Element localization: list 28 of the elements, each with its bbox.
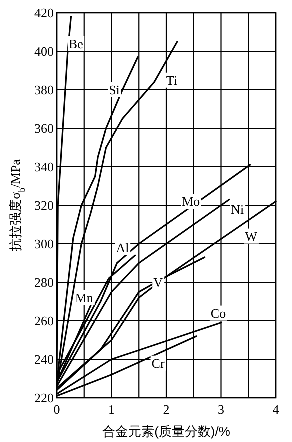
x-tick-label: 4	[272, 402, 280, 417]
y-tick-label: 320	[34, 198, 54, 213]
annotation: Si	[109, 82, 120, 98]
x-axis-title: 合金元素(质量分数)/%	[102, 424, 231, 439]
annotation: Co	[210, 306, 226, 321]
x-tick-label: 2	[163, 402, 170, 417]
y-tick-label: 420	[34, 6, 54, 20]
annotation: Cr	[152, 356, 166, 371]
y-tick-label: 280	[34, 275, 54, 290]
x-tick-label: 1	[108, 402, 115, 417]
annotation: Al	[116, 240, 130, 256]
annotation: Mo	[182, 194, 200, 210]
x-tick-label: 3	[218, 402, 224, 417]
annotation: W	[245, 228, 258, 244]
annotation: Ni	[231, 202, 245, 217]
y-tick-label: 360	[34, 121, 54, 136]
y-tick-label: 260	[34, 314, 54, 328]
y-tick-label: 240	[34, 352, 54, 367]
x-tick-label: 0	[54, 402, 60, 417]
annotation: Be	[68, 36, 84, 52]
y-tick-label: 220	[34, 390, 54, 406]
y-tick-label: 380	[34, 82, 54, 98]
y-tick-label: 400	[34, 44, 54, 59]
y-tick-label: 340	[34, 160, 54, 174]
annotation: Mn	[75, 290, 94, 306]
annotation: Ti	[166, 72, 178, 88]
annotation: V	[154, 275, 164, 290]
y-tick-label: 300	[34, 236, 54, 252]
